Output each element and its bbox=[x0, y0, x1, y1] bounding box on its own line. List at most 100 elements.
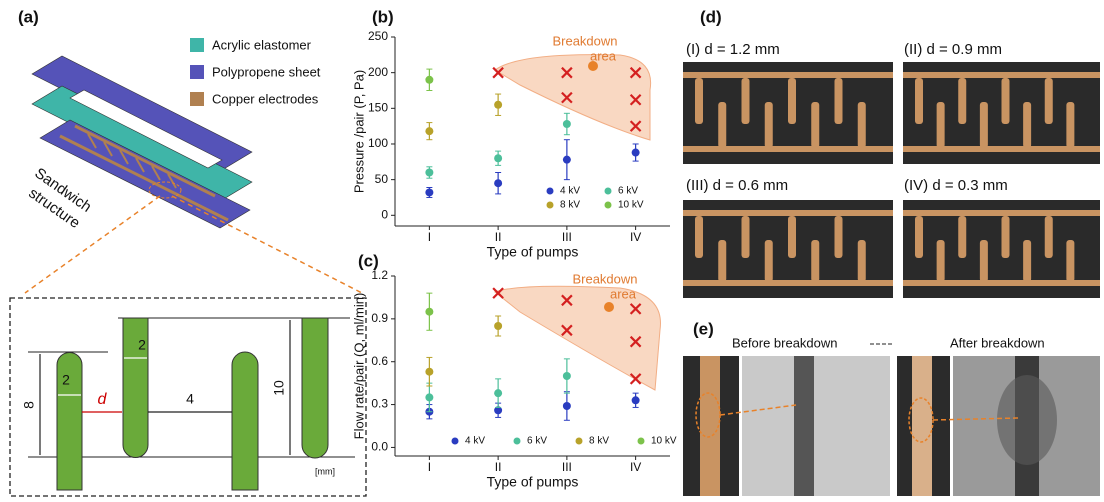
y-tick-label: 0.9 bbox=[371, 311, 388, 325]
y-axis-label: Flow rate/pair (Q, ml/min) bbox=[351, 293, 366, 440]
point bbox=[425, 368, 433, 376]
electrode bbox=[788, 78, 796, 124]
electrode bbox=[683, 210, 893, 216]
electrode bbox=[695, 78, 703, 124]
y-tick-label: 100 bbox=[368, 136, 388, 150]
electrode bbox=[835, 78, 843, 124]
electrode bbox=[1002, 216, 1010, 258]
electrode bbox=[1002, 78, 1010, 124]
photo-label: (III) d = 0.6 mm bbox=[686, 177, 788, 194]
legend-label: 6 kV bbox=[618, 186, 638, 197]
electrode bbox=[980, 240, 988, 282]
electrode bbox=[1023, 102, 1031, 148]
point bbox=[425, 188, 433, 196]
electrode bbox=[765, 102, 773, 148]
point bbox=[425, 127, 433, 135]
electrode bbox=[858, 102, 866, 148]
legend-label: 6 kV bbox=[527, 436, 547, 447]
legend-label: 10 kV bbox=[651, 436, 677, 447]
dimension-label: 2 bbox=[138, 337, 146, 353]
electrode bbox=[903, 210, 1100, 216]
x-tick-label: III bbox=[562, 230, 572, 244]
electrode bbox=[695, 216, 703, 258]
electrode bbox=[718, 240, 726, 282]
electrode bbox=[915, 216, 923, 258]
point bbox=[632, 149, 640, 157]
breakdown-photos bbox=[683, 344, 1100, 496]
legend-marker bbox=[638, 438, 645, 445]
y-tick-label: 1.2 bbox=[371, 268, 388, 282]
legend-swatch bbox=[190, 65, 204, 79]
y-tick-label: 200 bbox=[368, 65, 388, 79]
electrode bbox=[811, 102, 819, 148]
electrode bbox=[765, 240, 773, 282]
dimension-label: 2 bbox=[62, 372, 70, 388]
legend-marker bbox=[452, 438, 459, 445]
point bbox=[425, 393, 433, 401]
point bbox=[425, 308, 433, 316]
photo-label: After breakdown bbox=[950, 335, 1045, 350]
electrode bbox=[915, 78, 923, 124]
legend-marker bbox=[547, 202, 554, 209]
electrode bbox=[980, 102, 988, 148]
legend-label: Copper electrodes bbox=[212, 91, 319, 106]
dimension-label: 10 bbox=[271, 380, 287, 396]
x-tick-label: IV bbox=[630, 230, 641, 244]
legend-marker bbox=[576, 438, 583, 445]
legend-swatch bbox=[190, 92, 204, 106]
photo-label: (IV) d = 0.3 mm bbox=[904, 177, 1008, 194]
legend-label: 8 kV bbox=[589, 436, 609, 447]
point bbox=[494, 101, 502, 109]
electrode bbox=[1045, 216, 1053, 258]
unit-label: [mm] bbox=[315, 466, 335, 476]
breakdown-area bbox=[495, 55, 651, 140]
electrode bbox=[788, 216, 796, 258]
x-axis-label: Type of pumps bbox=[487, 244, 579, 260]
y-tick-label: 0.3 bbox=[371, 397, 388, 411]
electrode bbox=[1023, 240, 1031, 282]
electrode bbox=[958, 78, 966, 124]
x-tick-label: II bbox=[495, 230, 502, 244]
legend-label: 8 kV bbox=[560, 200, 580, 211]
electrode bbox=[1066, 240, 1074, 282]
point bbox=[425, 169, 433, 177]
legend-label: Polypropene sheet bbox=[212, 64, 321, 79]
photo-label: (II) d = 0.9 mm bbox=[904, 41, 1002, 58]
legend-swatch bbox=[190, 38, 204, 52]
annotation: area bbox=[590, 48, 617, 63]
panel-label: (d) bbox=[700, 7, 722, 26]
dimension-label: 4 bbox=[186, 391, 194, 407]
point bbox=[425, 76, 433, 84]
photo-label: (I) d = 1.2 mm bbox=[686, 41, 780, 58]
x-tick-label: I bbox=[428, 230, 431, 244]
point bbox=[632, 396, 640, 404]
panel-label: (b) bbox=[372, 7, 394, 26]
electrode bbox=[742, 78, 750, 124]
annotation: area bbox=[610, 286, 637, 301]
y-tick-label: 0.0 bbox=[371, 440, 388, 454]
breakdown-area bbox=[495, 286, 661, 390]
point bbox=[563, 402, 571, 410]
electrode bbox=[811, 240, 819, 282]
legend-marker bbox=[605, 188, 612, 195]
electrode bbox=[937, 102, 945, 148]
x-tick-label: I bbox=[428, 460, 431, 474]
electrode bbox=[718, 102, 726, 148]
annotation: Breakdown bbox=[552, 33, 617, 48]
dimension-label: 8 bbox=[21, 401, 37, 409]
point bbox=[494, 322, 502, 330]
y-tick-label: 250 bbox=[368, 29, 388, 43]
electrode bbox=[1045, 78, 1053, 124]
legend-marker bbox=[514, 438, 521, 445]
y-tick-label: 0.6 bbox=[371, 354, 388, 368]
legend-label: 10 kV bbox=[618, 200, 644, 211]
legend-label: Acrylic elastomer bbox=[212, 37, 312, 52]
y-tick-label: 50 bbox=[375, 172, 389, 186]
point bbox=[563, 156, 571, 164]
electrode bbox=[835, 216, 843, 258]
y-axis-label: Pressure /pair (P, Pa) bbox=[351, 70, 366, 193]
y-tick-label: 0 bbox=[381, 207, 388, 221]
legend-label: 4 kV bbox=[560, 186, 580, 197]
electrode bbox=[858, 240, 866, 282]
figure: (a) (b) (c) (d) (e) Sandwich structure A… bbox=[0, 0, 1104, 502]
